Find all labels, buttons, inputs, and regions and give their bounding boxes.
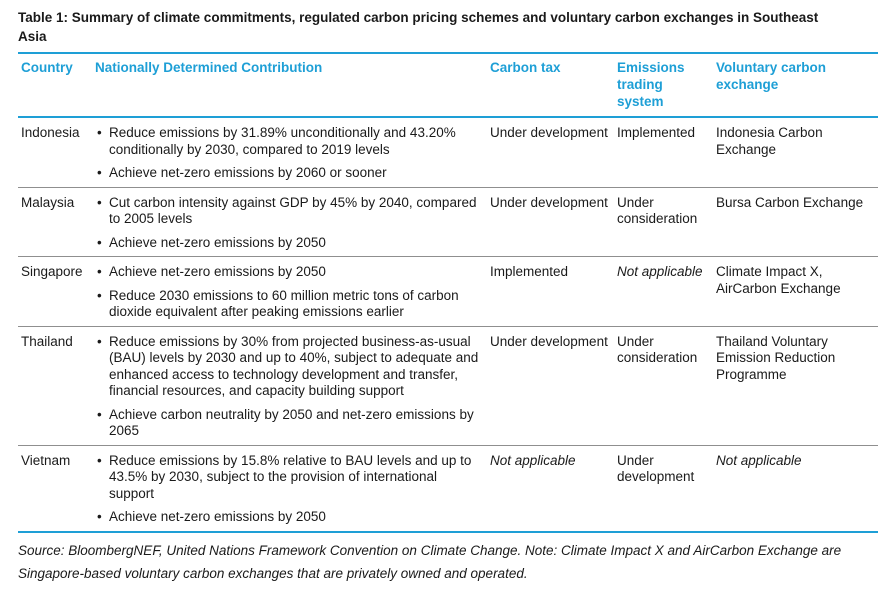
cell-voluntary-carbon-exchange: Indonesia Carbon Exchange <box>713 117 878 188</box>
ndc-list: • Cut carbon intensity against GDP by 45%… <box>95 195 485 252</box>
bullet-icon: • <box>97 406 102 422</box>
cell-country: Thailand <box>18 326 92 446</box>
ndc-item: • Achieve net-zero emissions by 2050 <box>95 264 485 281</box>
ndc-list: • Reduce emissions by 15.8% relative to B… <box>95 453 485 526</box>
table-header-row: Country Nationally Determined Contributi… <box>18 52 878 118</box>
cell-voluntary-carbon-exchange: Climate Impact X, AirCarbon Exchange <box>713 256 878 327</box>
cell-ndc: • Reduce emissions by 30% from projected … <box>92 326 487 446</box>
cell-emissions-trading-system: Under consideration <box>614 326 713 446</box>
table-row: Thailand • Reduce emissions by 30% from p… <box>18 326 878 446</box>
cell-voluntary-carbon-exchange: Bursa Carbon Exchange <box>713 187 878 257</box>
bullet-icon: • <box>97 287 102 303</box>
cell-emissions-trading-system: Under development <box>614 445 713 533</box>
bullet-icon: • <box>97 509 102 524</box>
cell-voluntary-carbon-exchange: Not applicable <box>713 445 878 533</box>
cell-carbon-tax: Not applicable <box>487 445 614 533</box>
document-page: Table 1: Summary of climate commitments,… <box>18 8 878 585</box>
cell-ndc: • Cut carbon intensity against GDP by 45%… <box>92 187 487 257</box>
cell-ndc: • Achieve net-zero emissions by 2050 • Red… <box>92 256 487 327</box>
header-emissions-trading-system: Emissions trading system <box>614 52 713 118</box>
ndc-item: • Reduce emissions by 31.89% unconditiona… <box>95 125 485 158</box>
table-title: Table 1: Summary of climate commitments,… <box>18 10 819 44</box>
cell-ndc: • Reduce emissions by 15.8% relative to B… <box>92 445 487 533</box>
ndc-item-text: Achieve net-zero emissions by 2050 <box>109 234 326 250</box>
cell-country: Vietnam <box>18 445 92 533</box>
cell-carbon-tax: Under development <box>487 117 614 188</box>
ndc-item-text: Reduce emissions by 15.8% relative to BA… <box>109 452 472 501</box>
ndc-item: • Achieve net-zero emissions by 2050 <box>95 235 485 252</box>
header-carbon-tax: Carbon tax <box>487 52 614 118</box>
bullet-icon: • <box>97 194 102 210</box>
table-row: Malaysia • Cut carbon intensity against G… <box>18 187 878 257</box>
cell-ndc: • Reduce emissions by 31.89% unconditiona… <box>92 117 487 188</box>
ndc-item-text: Achieve net-zero emissions by 2060 or so… <box>109 165 387 180</box>
cell-emissions-trading-system: Implemented <box>614 117 713 188</box>
ndc-item-text: Cut carbon intensity against GDP by 45% … <box>109 194 477 227</box>
bullet-icon: • <box>97 165 102 180</box>
climate-commitments-table: Country Nationally Determined Contributi… <box>18 52 878 533</box>
ndc-item-text: Achieve carbon neutrality by 2050 and ne… <box>109 406 474 439</box>
ndc-item: • Achieve net-zero emissions by 2060 or s… <box>95 165 485 182</box>
bullet-icon: • <box>97 264 102 279</box>
cell-emissions-trading-system: Under consideration <box>614 187 713 257</box>
ndc-item: • Reduce emissions by 30% from projected … <box>95 334 485 400</box>
ndc-item: • Achieve carbon neutrality by 2050 and n… <box>95 407 485 440</box>
cell-carbon-tax: Under development <box>487 187 614 257</box>
cell-carbon-tax: Implemented <box>487 256 614 327</box>
ndc-item-text: Reduce 2030 emissions to 60 million metr… <box>109 287 459 320</box>
ndc-item: • Reduce emissions by 15.8% relative to B… <box>95 453 485 503</box>
table-row: Singapore • Achieve net-zero emissions by… <box>18 256 878 327</box>
header-ndc: Nationally Determined Contribution <box>92 52 487 118</box>
cell-country: Singapore <box>18 256 92 327</box>
table-row: Vietnam • Reduce emissions by 15.8% relat… <box>18 445 878 533</box>
cell-voluntary-carbon-exchange: Thailand Voluntary Emission Reduction Pr… <box>713 326 878 446</box>
header-country: Country <box>18 52 92 118</box>
cell-country: Indonesia <box>18 117 92 188</box>
bullet-icon: • <box>97 333 102 349</box>
bullet-icon: • <box>97 234 102 250</box>
ndc-item: • Reduce 2030 emissions to 60 million met… <box>95 288 485 321</box>
ndc-item: • Cut carbon intensity against GDP by 45%… <box>95 195 485 228</box>
bullet-icon: • <box>97 452 102 468</box>
table-row: Indonesia • Reduce emissions by 31.89% un… <box>18 117 878 188</box>
ndc-list: • Reduce emissions by 31.89% unconditiona… <box>95 125 485 182</box>
ndc-item-text: Achieve net-zero emissions by 2050 <box>109 509 326 524</box>
header-voluntary-carbon-exchange: Voluntary carbon exchange <box>713 52 878 118</box>
ndc-item: • Achieve net-zero emissions by 2050 <box>95 509 485 526</box>
ndc-list: • Reduce emissions by 30% from projected … <box>95 334 485 440</box>
ndc-item-text: Reduce emissions by 30% from projected b… <box>109 333 479 399</box>
source-note: Source: BloombergNEF, United Nations Fra… <box>18 542 842 581</box>
ndc-list: • Achieve net-zero emissions by 2050 • Red… <box>95 264 485 321</box>
ndc-item-text: Reduce emissions by 31.89% unconditional… <box>109 125 456 157</box>
cell-emissions-trading-system: Not applicable <box>614 256 713 327</box>
bullet-icon: • <box>97 125 102 140</box>
cell-carbon-tax: Under development <box>487 326 614 446</box>
cell-country: Malaysia <box>18 187 92 257</box>
ndc-item-text: Achieve net-zero emissions by 2050 <box>109 264 326 279</box>
